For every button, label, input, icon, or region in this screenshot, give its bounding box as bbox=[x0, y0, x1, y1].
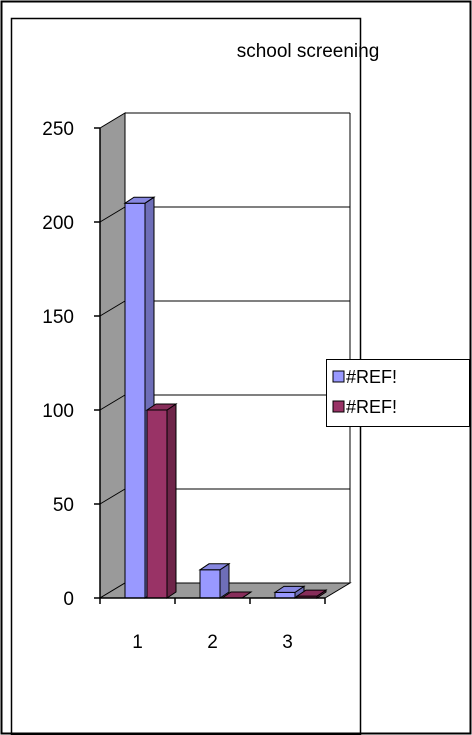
y-tick-label: 0 bbox=[63, 589, 74, 610]
side-wall bbox=[99, 112, 126, 599]
bar-front bbox=[124, 202, 146, 599]
legend-label-series-1: #REF! bbox=[346, 367, 397, 387]
gridline-diagonal bbox=[99, 300, 126, 317]
bar-front bbox=[274, 591, 296, 599]
legend: #REF! #REF! bbox=[326, 359, 470, 427]
bar-top bbox=[198, 563, 231, 571]
legend-swatch-series-2 bbox=[332, 400, 345, 413]
bar-series-1-cat-2 bbox=[198, 562, 231, 599]
bar-front bbox=[146, 409, 168, 599]
x-ticks: 1 2 3 bbox=[99, 598, 326, 653]
y-ticks: 0 50 100 150 200 250 bbox=[42, 119, 100, 610]
y-tick-label: 50 bbox=[53, 495, 74, 516]
y-tick-label: 250 bbox=[42, 119, 74, 140]
legend-label-series-2: #REF! bbox=[346, 397, 397, 417]
legend-swatch-series-1 bbox=[332, 370, 345, 383]
bar-side bbox=[166, 403, 177, 599]
bars bbox=[123, 196, 328, 599]
bar-top bbox=[145, 403, 178, 411]
bar-series-2-cat-3 bbox=[295, 589, 328, 599]
chart-title: school screening bbox=[237, 41, 380, 62]
bar-top bbox=[123, 196, 156, 204]
gridline-diagonal bbox=[99, 206, 126, 223]
bar-series-2-cat-1 bbox=[145, 403, 178, 599]
y-tick-label: 150 bbox=[42, 307, 74, 328]
legend-box bbox=[326, 359, 470, 427]
y-tick-label: 100 bbox=[42, 401, 74, 422]
x-tick-label: 3 bbox=[282, 632, 293, 653]
bar-series-1-cat-3 bbox=[273, 585, 306, 599]
bar-top bbox=[295, 589, 328, 597]
bar-top bbox=[273, 585, 306, 593]
x-tick-label: 1 bbox=[132, 632, 143, 653]
gridline-diagonal bbox=[99, 394, 126, 411]
gridline-diagonal bbox=[99, 488, 126, 505]
gridlines bbox=[99, 206, 350, 505]
bar-front bbox=[199, 569, 221, 599]
y-tick-label: 200 bbox=[42, 213, 74, 234]
x-tick-label: 2 bbox=[207, 632, 218, 653]
